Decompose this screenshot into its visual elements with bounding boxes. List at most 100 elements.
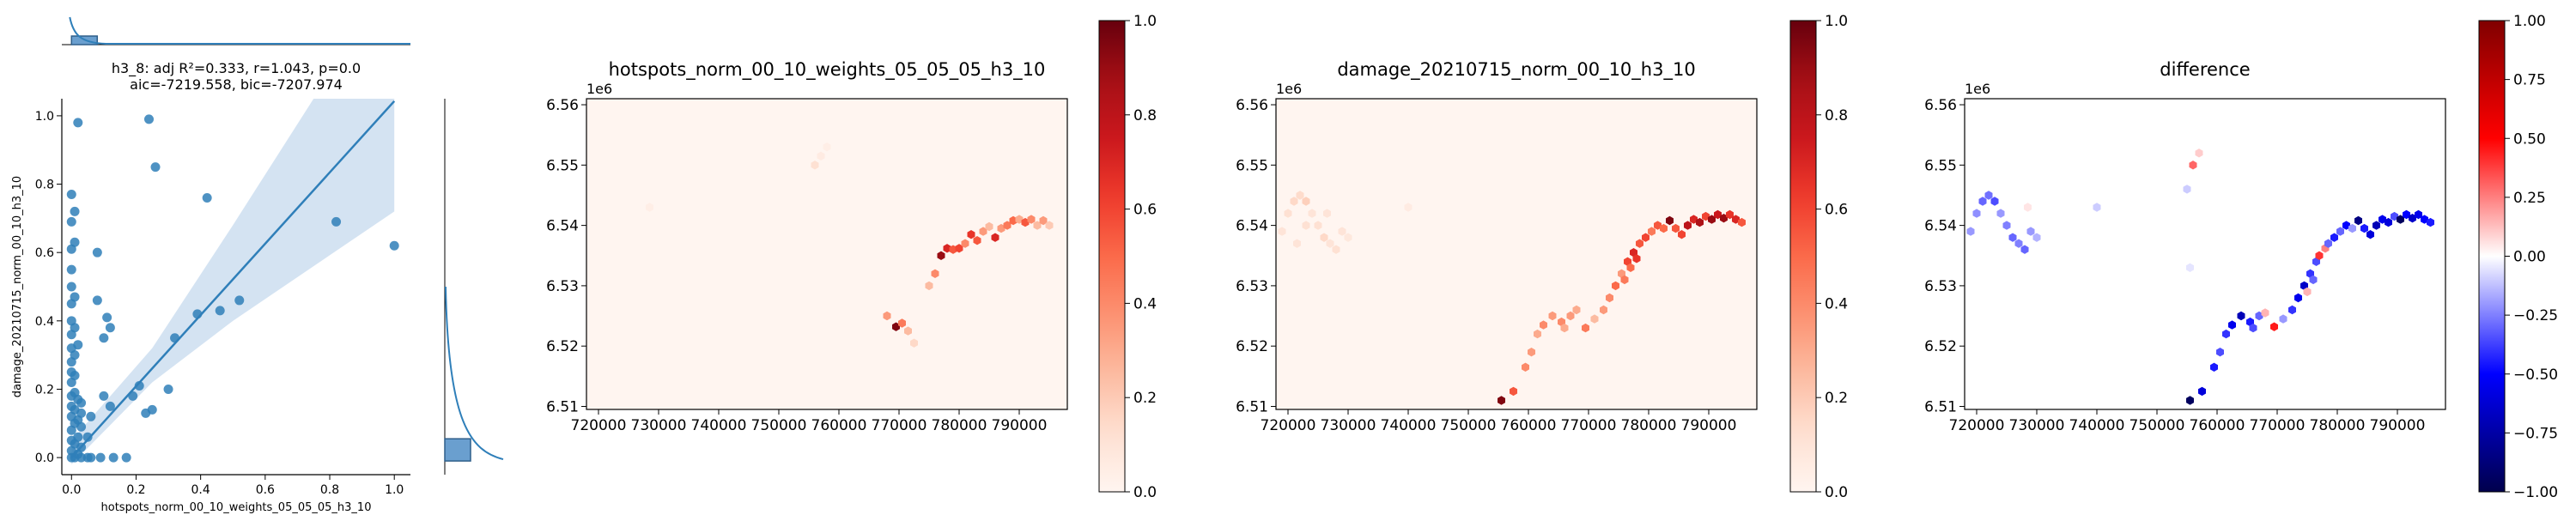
x-tick-label: 780000	[1621, 417, 1677, 434]
hex-cell	[1534, 329, 1541, 339]
hex-cell	[1696, 217, 1704, 227]
scatter-point	[70, 323, 80, 333]
hex-cell	[2210, 362, 2218, 372]
hex-cell	[1642, 233, 1649, 242]
hex-cell	[1590, 314, 1599, 324]
hex-cell	[1660, 223, 1668, 233]
x-tick-label: 780000	[2310, 417, 2366, 434]
colorbar-tick-label: 1.00	[2513, 13, 2546, 30]
hex-cell	[2415, 209, 2422, 220]
x-tick-label: 730000	[1321, 417, 1376, 434]
hex-cell	[1684, 221, 1692, 230]
hex-cell	[1726, 209, 1734, 220]
hex-cell	[1302, 197, 1310, 206]
hex-cell	[1332, 245, 1340, 254]
hex-cell	[931, 269, 939, 278]
x-tick-label: 770000	[2250, 417, 2306, 434]
x-tick-label: 740000	[1381, 417, 1437, 434]
hex-cell	[2309, 275, 2318, 285]
hex-cell	[1344, 233, 1352, 242]
hex-cell	[2366, 230, 2374, 239]
scatter-point	[105, 401, 115, 411]
hex-cell	[2306, 269, 2314, 278]
hex-cell	[2397, 215, 2404, 224]
x-tick-label: 720000	[1261, 417, 1316, 434]
hex-cell	[2024, 203, 2032, 212]
x-tick-label: 790000	[992, 417, 1048, 434]
hex-cell	[1003, 221, 1012, 230]
hex-cell	[1978, 197, 1987, 206]
y-tick-label: 6.53	[1236, 278, 1268, 295]
hex-cell	[2255, 311, 2263, 321]
scatter-point	[76, 421, 87, 432]
hex-cell	[1612, 281, 1619, 291]
hex-cell	[2026, 227, 2035, 236]
x-tick-label: 750000	[2129, 417, 2185, 434]
scatter-point	[76, 397, 87, 408]
scatter-point	[73, 432, 83, 442]
hex-cell	[817, 151, 825, 161]
hex-cell	[2093, 203, 2101, 212]
hex-cell	[1015, 215, 1024, 224]
y-tick-label: 6.54	[1236, 218, 1268, 235]
scatter-point	[92, 295, 102, 306]
hex-cell	[1678, 230, 1686, 239]
hex-cell	[961, 239, 969, 248]
hex-cell	[2409, 214, 2416, 223]
hex-cell	[1620, 275, 1629, 285]
scatter-point	[92, 247, 102, 258]
x-tick-label: 750000	[751, 417, 807, 434]
hex-cell	[2183, 185, 2191, 194]
x-tick-label: 740000	[2069, 417, 2125, 434]
hex-cell	[1666, 215, 1674, 226]
hex-cell	[2336, 227, 2344, 236]
hex-cell	[823, 142, 831, 152]
hex-cell	[910, 338, 918, 348]
y-tick-label: 6.51	[1236, 398, 1268, 415]
hex-cell	[2222, 329, 2230, 339]
colorbar-tick-label: −0.50	[2513, 367, 2558, 384]
hex-cell	[1632, 254, 1641, 264]
damage-map-panel: 720000 730000 740000 750000 760000 770000 7800…	[1236, 13, 1848, 501]
x-tick-label: 770000	[1561, 417, 1617, 434]
x-tick-label: 1.0	[385, 483, 404, 497]
scatter-point	[121, 452, 131, 463]
hex-cell	[1293, 239, 1301, 248]
hex-cell	[979, 227, 987, 236]
hex-cell	[973, 236, 981, 245]
hex-cell	[1732, 215, 1740, 224]
hex-cell	[2228, 320, 2236, 330]
regression-title: h3_8: adj R²=0.333, r=1.043, p=0.0	[112, 60, 361, 77]
hex-cell	[925, 281, 933, 291]
scatter-point	[86, 411, 96, 421]
x-tick-label: 720000	[571, 417, 627, 434]
hex-cell	[997, 223, 1005, 233]
scatter-point	[76, 452, 87, 463]
hex-cell	[1320, 233, 1328, 242]
x-tick-label: 0.2	[126, 483, 145, 497]
hex-cell	[1648, 227, 1656, 236]
scatter-point	[70, 237, 80, 247]
hex-cell	[2360, 223, 2368, 233]
y-tick-label: 6.54	[546, 218, 579, 235]
hex-cell	[1296, 191, 1304, 200]
hex-cell	[2002, 221, 2011, 230]
hex-cell	[811, 161, 819, 170]
hex-cell	[2279, 314, 2287, 324]
hex-cell	[1606, 293, 1613, 303]
hex-cell	[985, 221, 993, 232]
colorbar-tick-label: 0.25	[2513, 190, 2546, 207]
hex-cell	[1528, 348, 1535, 357]
hex-cell	[2020, 245, 2029, 254]
scatter-point	[389, 240, 399, 251]
hex-cell	[2303, 287, 2312, 297]
x-tick-label: 760000	[1501, 417, 1557, 434]
colorbar-tick-label: 0.2	[1133, 390, 1157, 407]
scatter-point	[99, 333, 109, 343]
hex-cell	[1039, 215, 1048, 226]
colorbar-tick-label: 0.0	[1825, 484, 1848, 501]
map-frame	[1964, 98, 2446, 410]
scatter-point	[144, 114, 154, 124]
y-tick-label: 6.55	[1924, 157, 1957, 174]
